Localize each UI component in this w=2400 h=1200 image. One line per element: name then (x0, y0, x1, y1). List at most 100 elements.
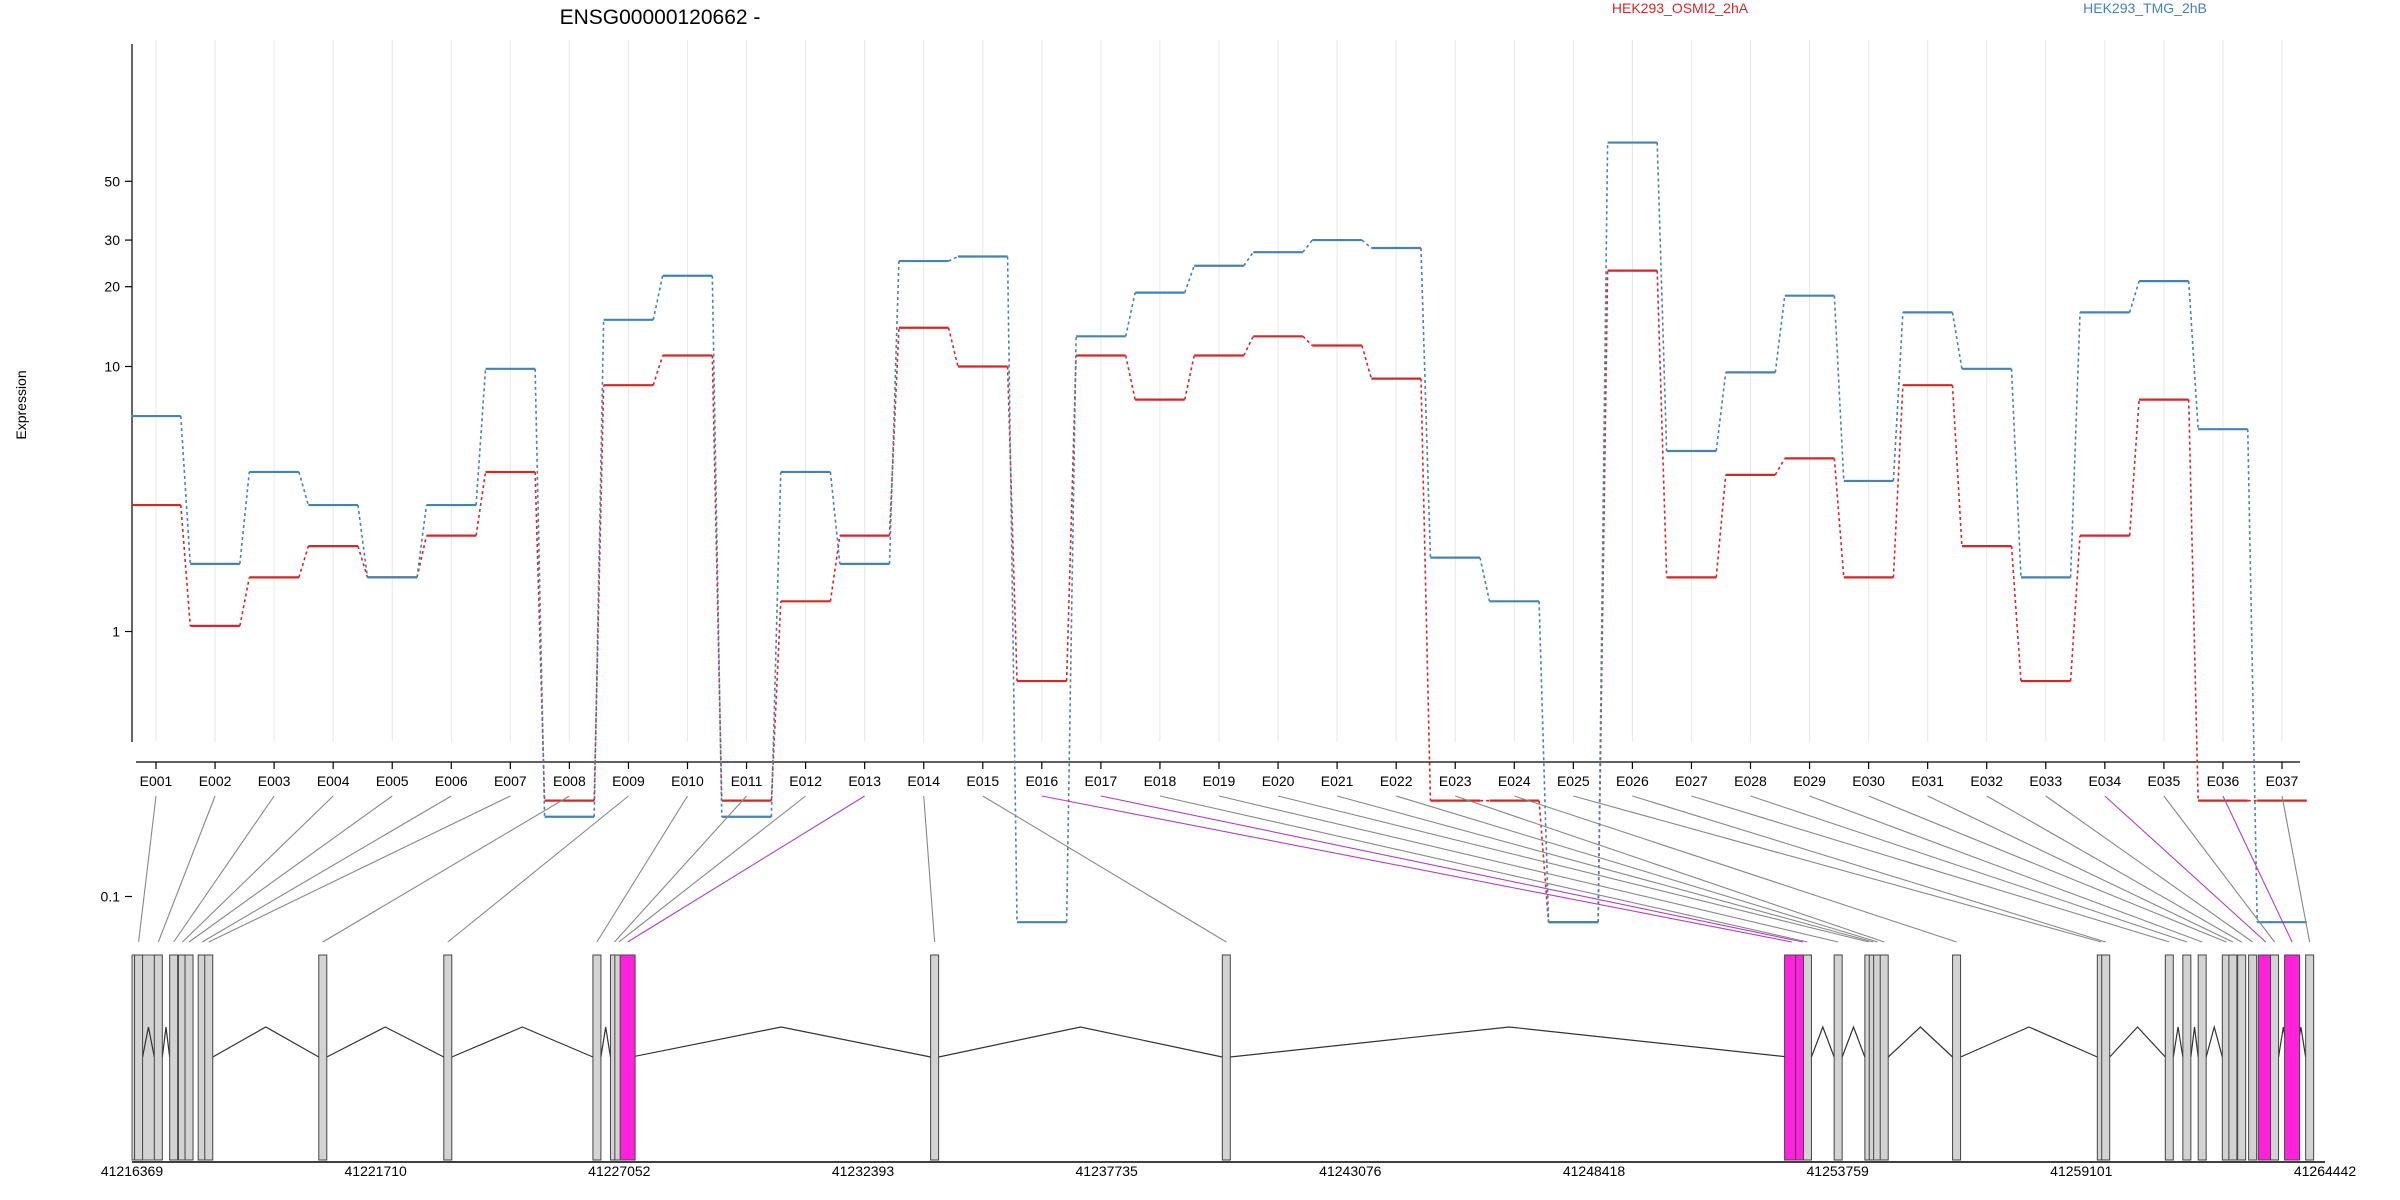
x-tick-label: E001 (140, 773, 173, 789)
y-tick-label: 30 (104, 232, 120, 248)
series-connector (2069, 535, 2081, 682)
series-connector (1006, 366, 1018, 682)
x-tick-label: E015 (966, 773, 999, 789)
legend-entry-osmi2: HEK293_OSMI2_2hA (1612, 0, 1749, 16)
x-tick-label: E010 (671, 773, 704, 789)
connector-E025 (1573, 795, 2102, 943)
series-connector (1833, 458, 1845, 578)
series-connector (1302, 335, 1313, 347)
series-connector (1892, 385, 1904, 578)
connector-E024 (1514, 795, 1957, 943)
y-tick-label: 50 (104, 173, 120, 189)
x-tick-label: E020 (1262, 773, 1295, 789)
coordinate-label: 41264442 (2294, 1163, 2357, 1179)
exon-E008 (318, 954, 328, 1161)
connector-E028 (1750, 795, 2188, 943)
axes: 0.1 1 10 20 30 50 E001 E002 E003 E004 E005 E006 E007… (101, 44, 2300, 905)
x-tick-label: E026 (1616, 773, 1649, 789)
series-connector (2187, 399, 2199, 801)
connector-E030 (1868, 795, 2227, 943)
x-tick-label: E018 (1144, 773, 1177, 789)
series-connector (475, 471, 487, 536)
coordinate-label: 41259101 (2050, 1163, 2113, 1179)
series-connector (1892, 312, 1904, 481)
x-tick-label: E021 (1321, 773, 1354, 789)
intron-line (1810, 1025, 1835, 1058)
series-connector (298, 471, 310, 506)
x-tick-label: E033 (2029, 773, 2062, 789)
y-axis-label: Expression (13, 370, 29, 439)
connector-E008 (322, 795, 570, 943)
series-connector (1183, 265, 1195, 293)
chart-title: ENSG00000120662 - (560, 6, 761, 29)
x-tick-label: E006 (435, 773, 468, 789)
x-tick-label: E016 (1025, 773, 1058, 789)
exon-E029 (2197, 954, 2207, 1161)
connector-E018 (1159, 795, 1808, 943)
coordinate-label: 41253759 (1807, 1163, 1870, 1179)
series-connector (1243, 251, 1254, 267)
intron-line (2190, 1026, 2199, 1058)
series-connector (829, 471, 841, 564)
coordinate-label: 41232393 (832, 1163, 895, 1179)
x-tick-label: E011 (731, 773, 763, 789)
x-tick-label: E012 (789, 773, 822, 789)
intron-line (2205, 1024, 2223, 1058)
exon-E003 (169, 954, 179, 1161)
connector-E016 (1041, 795, 1793, 943)
gene-model (131, 954, 2315, 1161)
exon-E027 (2164, 954, 2174, 1161)
series-connector (239, 577, 251, 627)
x-tick-label: E024 (1498, 773, 1531, 789)
exon-E001 (134, 954, 144, 1161)
series-connector (1715, 372, 1727, 452)
x-tick-label: E030 (1852, 773, 1885, 789)
coordinate-label: 41221710 (345, 1163, 408, 1179)
intron-line (141, 1026, 155, 1058)
intron-line (600, 1026, 612, 1058)
series-connector (475, 368, 487, 506)
x-tick-label: E037 (2266, 773, 2299, 789)
connector-E006 (201, 795, 452, 943)
series-connector (2187, 281, 2199, 430)
connector-E007 (208, 795, 511, 943)
series-1 (131, 141, 2307, 924)
connector-E013 (627, 795, 865, 943)
series-connector (180, 416, 192, 564)
series-connector (593, 319, 605, 817)
x-tick-label: E023 (1439, 773, 1472, 789)
exon-E019 (1833, 954, 1843, 1161)
intron-line (451, 1026, 594, 1058)
x-tick-label: E019 (1203, 773, 1236, 789)
series-connector (2069, 312, 2081, 578)
connector-E036 (2222, 795, 2293, 943)
exon-E015 (1221, 954, 1231, 1161)
series-connector (180, 505, 192, 626)
series-connector (1715, 474, 1727, 578)
x-tick-label: E031 (1911, 773, 1944, 789)
connector-E004 (182, 795, 334, 943)
y-tick-label: 1 (112, 624, 120, 640)
exon-E035 (2270, 954, 2280, 1161)
connector-E035 (2163, 795, 2275, 943)
y-tick-label: 0.1 (101, 889, 121, 905)
series-connector (652, 275, 664, 321)
intron-line (1841, 1025, 1866, 1058)
connector-E023 (1455, 795, 1885, 943)
series-connector (1065, 336, 1077, 923)
connector-E027 (1691, 795, 2170, 943)
intron-line (326, 1026, 445, 1058)
exon-connectors (138, 795, 2311, 943)
x-tick-label: E034 (2088, 773, 2121, 789)
x-tick-label: E013 (848, 773, 881, 789)
connector-E001 (138, 795, 157, 943)
exon-E018 (1802, 954, 1812, 1161)
intron-line (2172, 1026, 2184, 1058)
grid (155, 40, 2283, 742)
intron-line (631, 1026, 931, 1058)
x-tick-label: E029 (1793, 773, 1826, 789)
exon-E023 (1879, 954, 1889, 1161)
coordinate-label: 41237735 (1076, 1163, 1139, 1179)
x-tick-label: E009 (612, 773, 645, 789)
